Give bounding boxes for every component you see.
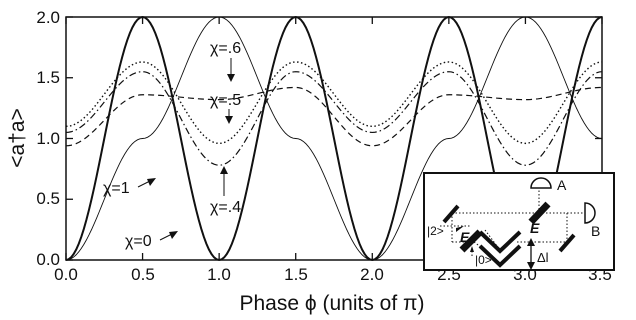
beam-splitter-right xyxy=(528,201,551,225)
mirror-top-left xyxy=(442,204,460,224)
delay-mirror-lower xyxy=(478,244,522,268)
label-port-zero: |0> xyxy=(475,253,492,267)
y-tick-label: 0.0 xyxy=(36,250,60,269)
x-tick-label: 0.0 xyxy=(54,265,78,284)
annotation-chi-1: χ=1 xyxy=(103,180,130,197)
annotation-chi-04: χ=.4 xyxy=(210,199,241,216)
detector-b-icon xyxy=(584,202,596,224)
label-detector-a: A xyxy=(557,177,567,193)
mirror-bottom-right xyxy=(558,233,576,253)
detector-a-icon xyxy=(530,177,552,189)
x-tick-label: 2.0 xyxy=(360,265,384,284)
y-axis-label: <a†a> xyxy=(6,108,29,168)
beam-splitter-left xyxy=(459,229,483,253)
label-e-left: E xyxy=(460,229,470,245)
label-detector-b: B xyxy=(591,223,600,239)
x-tick-label: 1.0 xyxy=(207,265,231,284)
series-line xyxy=(65,16,603,261)
label-delta-l: Δl xyxy=(537,250,549,265)
delay-mirror-upper xyxy=(478,230,522,254)
series-line xyxy=(65,71,603,166)
optical-elements xyxy=(442,201,576,268)
inset-diagram: E E |2> |0> Δl A B xyxy=(423,172,615,271)
x-tick-label: 1.5 xyxy=(284,265,308,284)
annotation-chi-05: χ=.5 xyxy=(210,92,241,109)
y-tick-label: 2.0 xyxy=(36,8,60,27)
y-tick-label: 0.5 xyxy=(36,189,60,208)
annotation-chi-06: χ=.6 xyxy=(210,40,241,57)
x-axis-label: Phase ϕ (units of π) xyxy=(240,292,425,315)
label-port-two: |2> xyxy=(427,224,444,238)
label-e-right: E xyxy=(530,220,540,236)
annotation-chi-0: χ=0 xyxy=(125,233,152,250)
y-tick-label: 1.0 xyxy=(36,129,60,148)
series-line xyxy=(65,61,603,145)
inset-frame xyxy=(423,172,615,271)
x-tick-label: 0.5 xyxy=(131,265,155,284)
y-tick-label: 1.5 xyxy=(36,68,60,87)
curve-annotations: χ=.6 χ=.5 χ=.4 χ=1 χ=0 xyxy=(103,40,241,250)
